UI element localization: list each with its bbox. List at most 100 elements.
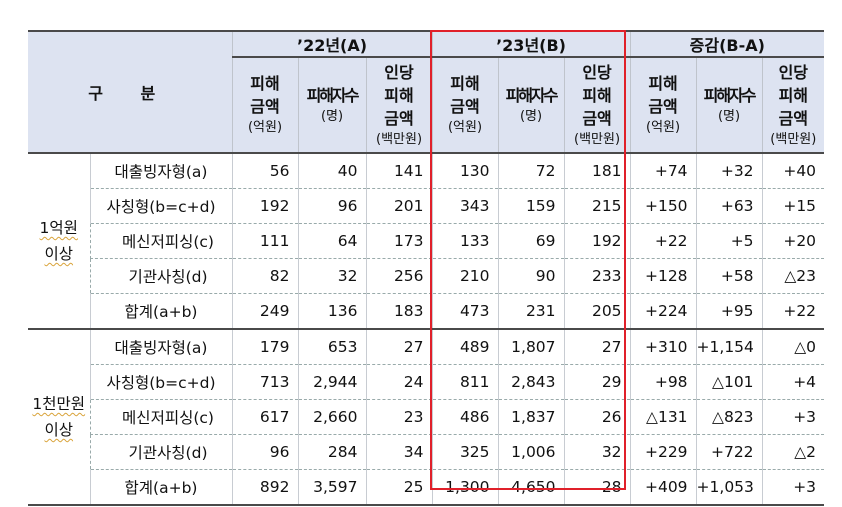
- table-body: 1억원 이상 대출빙자형(a) 56 40 141 130 72 181 +74 +32 +40 사칭형…: [28, 152, 825, 506]
- table-cell: 72: [497, 152, 565, 189]
- table-cell: 811: [431, 364, 499, 400]
- table-cell: +22: [629, 223, 697, 259]
- table-cell: 159: [497, 188, 565, 224]
- table-cell: +128: [629, 258, 697, 294]
- table-cell: +1,053: [695, 469, 763, 506]
- table-row: 기관사칭(d) 82 32 256 210 90 233 +128 +58 △23: [28, 258, 825, 294]
- table-cell: 111: [231, 223, 299, 259]
- row-label: 사칭형(b=c+d): [89, 364, 233, 400]
- count-unit: (명): [519, 108, 543, 124]
- table-cell: △0: [761, 329, 825, 365]
- table-cell: 130: [431, 152, 499, 189]
- table-cell: 192: [231, 188, 299, 224]
- table-cell: +229: [629, 434, 697, 470]
- table-cell: 136: [297, 293, 367, 330]
- table-cell: 2,944: [297, 364, 367, 400]
- table-cell: 28: [563, 469, 631, 506]
- table-cell: 1,807: [497, 329, 565, 365]
- amount-top: 피해: [450, 74, 480, 93]
- table-cell: 1,300: [431, 469, 499, 506]
- table-row: 사칭형(b=c+d) 713 2,944 24 811 2,843 29 +98 △101 +4: [28, 364, 825, 400]
- count-top: 피해자수: [703, 85, 757, 105]
- table-cell: 96: [231, 434, 299, 470]
- table-cell: +4: [761, 364, 825, 400]
- row-label: 합계(a+b): [89, 469, 233, 506]
- per-capita-col-header: 인당 피해 금액 (백만원): [563, 56, 631, 154]
- per-capita-col-header: 인당 피해 금액 (백만원): [761, 56, 825, 154]
- amount-unit: (억원): [247, 120, 283, 135]
- damage-statistics-table: 구 분 ’22년(A) ’23년(B) 증감(B-A) 피해 금액 (억원) 피해자수…: [28, 30, 825, 506]
- table-cell: 27: [563, 329, 631, 365]
- table-cell: 183: [365, 293, 433, 330]
- per-unit: (백만원): [770, 131, 817, 147]
- table-cell: 284: [297, 434, 367, 470]
- table-cell: 2,843: [497, 364, 565, 400]
- table-cell: 4,650: [497, 469, 565, 506]
- table-cell: 96: [297, 188, 367, 224]
- section-label-line2: 이상: [44, 245, 74, 263]
- table-cell: 892: [231, 469, 299, 506]
- table-cell: +20: [761, 223, 825, 259]
- table-row: 메신저피싱(c) 617 2,660 23 486 1,837 26 △131 △823 +3: [28, 399, 825, 435]
- table-cell: +409: [629, 469, 697, 506]
- group-header-change: 증감(B-A): [629, 30, 825, 58]
- table-cell: 325: [431, 434, 499, 470]
- per-top: 인당: [582, 62, 612, 82]
- table-cell: 233: [563, 258, 631, 294]
- per-top: 인당: [778, 62, 809, 82]
- table-cell: 133: [431, 223, 499, 259]
- per-unit: (백만원): [574, 131, 621, 147]
- row-label: 합계(a+b): [89, 293, 233, 330]
- table-cell: +63: [695, 188, 763, 224]
- amount-mid: 금액: [648, 97, 678, 116]
- count-top: 피해자수: [505, 85, 559, 105]
- table-cell: 231: [497, 293, 565, 330]
- amount-top: 피해: [250, 74, 280, 93]
- table-cell: +74: [629, 152, 697, 189]
- per-unit: (백만원): [376, 131, 423, 147]
- amount-mid: 금액: [250, 97, 280, 116]
- row-label: 사칭형(b=c+d): [89, 188, 233, 224]
- table-cell: 2,660: [297, 399, 367, 435]
- count-col-header: 피해자수 (명): [297, 56, 367, 154]
- table-cell: 29: [563, 364, 631, 400]
- table-row: 메신저피싱(c) 111 64 173 133 69 192 +22 +5 +20: [28, 223, 825, 259]
- table-cell: +32: [695, 152, 763, 189]
- table-cell: 90: [497, 258, 565, 294]
- table-cell: 69: [497, 223, 565, 259]
- section-label-line1: 1억원: [39, 219, 78, 237]
- table-cell: +98: [629, 364, 697, 400]
- table-cell: +22: [761, 293, 825, 330]
- table-cell: 3,597: [297, 469, 367, 506]
- table-cell: 64: [297, 223, 367, 259]
- table-row: 기관사칭(d) 96 284 34 325 1,006 32 +229 +722 △2: [28, 434, 825, 470]
- table-cell: 40: [297, 152, 367, 189]
- table-cell: 486: [431, 399, 499, 435]
- table-cell: 489: [431, 329, 499, 365]
- table-row: 합계(a+b) 892 3,597 25 1,300 4,650 28 +409 +1,053 +…: [28, 469, 825, 506]
- row-label: 메신저피싱(c): [89, 399, 233, 435]
- table-cell: 179: [231, 329, 299, 365]
- table-cell: +95: [695, 293, 763, 330]
- table-row: 1억원 이상 대출빙자형(a) 56 40 141 130 72 181 +74 +32 +40: [28, 152, 825, 330]
- table-cell: 34: [365, 434, 433, 470]
- table-cell: 473: [431, 293, 499, 330]
- table-cell: 82: [231, 258, 299, 294]
- table-cell: 23: [365, 399, 433, 435]
- table-cell: +58: [695, 258, 763, 294]
- table-cell: 249: [231, 293, 299, 330]
- table-cell: 210: [431, 258, 499, 294]
- per-mid1: 피해: [582, 85, 612, 105]
- table-cell: △23: [761, 258, 825, 294]
- table-cell: 343: [431, 188, 499, 224]
- section-label-line1: 1천만원: [32, 395, 86, 413]
- amount-col-header: 피해 금액 (억원): [629, 56, 697, 154]
- table-cell: +1,154: [695, 329, 763, 365]
- amount-col-header: 피해 금액 (억원): [431, 56, 499, 154]
- table-cell: 653: [297, 329, 367, 365]
- row-label: 대출빙자형(a): [89, 329, 233, 365]
- group-header-2023: ’23년(B): [431, 30, 631, 58]
- table-cell: +3: [761, 469, 825, 506]
